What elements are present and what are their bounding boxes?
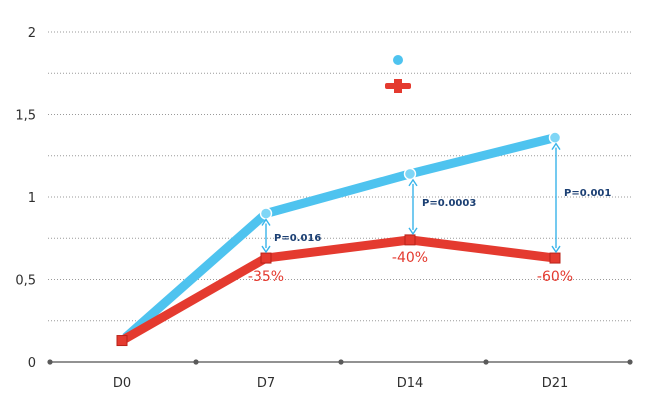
reduction-label: -35%	[248, 269, 284, 285]
legend-marker-circle	[393, 55, 403, 65]
x-tick-label: D0	[113, 376, 131, 391]
annotations: P=0.016 -35% P=0.0003 -40% P=0.001 -60%	[248, 142, 611, 285]
data-point	[116, 335, 128, 347]
axes: 0 0,5 1 1,5 2 D0 D7 D14 D21	[15, 26, 633, 391]
p-value-label: P=0.001	[564, 188, 611, 199]
p-value-label: P=0.0003	[422, 198, 476, 209]
reduction-label: -40%	[392, 250, 428, 266]
data-point	[404, 234, 416, 246]
data-point	[403, 167, 417, 181]
y-tick-label: 1,5	[15, 109, 36, 124]
series-lines	[115, 131, 562, 347]
arrow-head	[408, 178, 418, 187]
legend	[385, 55, 411, 93]
series-line-1	[117, 235, 560, 346]
data-point	[260, 252, 272, 264]
arrow-head	[261, 218, 271, 226]
data-point	[548, 131, 562, 144]
data-point	[549, 252, 561, 264]
y-tick-label: 2	[28, 26, 36, 41]
series-line-0	[117, 133, 560, 346]
data-point	[259, 207, 273, 220]
legend-marker-square	[394, 79, 402, 93]
x-tick-label: D21	[542, 376, 569, 391]
reduction-label: -60%	[537, 269, 573, 285]
arrow-head	[551, 142, 561, 150]
x-tick-label: D14	[397, 376, 424, 391]
arrow-head	[551, 245, 561, 254]
arrow-head	[408, 227, 418, 236]
x-axis-tick	[627, 359, 633, 365]
x-axis-tick	[193, 359, 199, 365]
p-value-label: P=0.016	[274, 233, 321, 244]
x-axis-tick	[483, 359, 489, 365]
x-axis-tick	[338, 359, 344, 365]
y-tick-label: 1	[28, 191, 36, 206]
x-axis-tick	[47, 359, 53, 365]
y-tick-label: 0	[28, 356, 36, 371]
arrow-head	[261, 245, 271, 254]
y-tick-label: 0,5	[15, 274, 36, 289]
x-tick-label: D7	[257, 376, 275, 391]
